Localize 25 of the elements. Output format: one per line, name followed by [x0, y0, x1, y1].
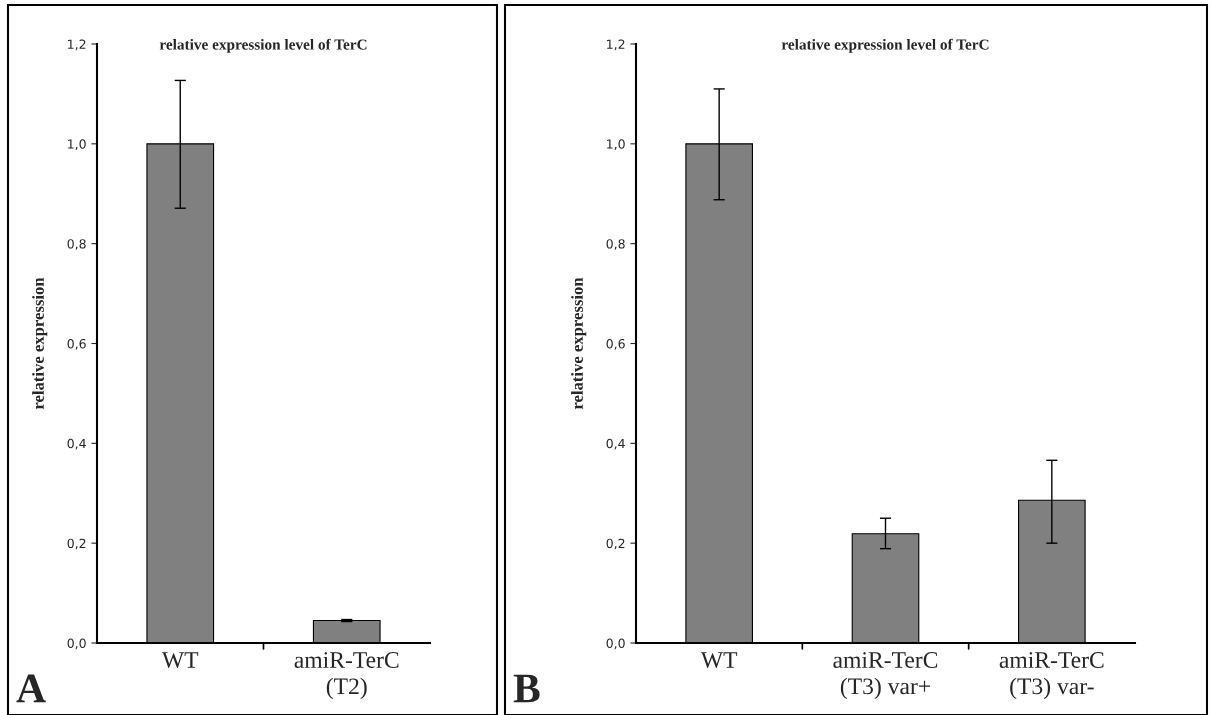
text: A	[16, 674, 46, 703]
chart-title: relative expression level of TerC	[159, 38, 367, 53]
x-tick-label: WT	[700, 652, 738, 669]
y-tick-label: 0,6	[606, 338, 625, 350]
y-tick-label: 0,4	[606, 438, 625, 450]
y-tick-label: 0,2	[606, 538, 625, 550]
x-tick-label: WT	[161, 652, 199, 669]
text: B	[513, 674, 540, 703]
y-tick-label: 0,4	[67, 438, 86, 450]
y-tick-label: 0,0	[67, 638, 86, 650]
chart-title: relative expression level of TerC	[781, 38, 989, 53]
x-tick-label: amiR-TerC (T3) var+	[833, 652, 938, 700]
y-tick-label: 0,6	[67, 338, 86, 350]
x-tick-label: amiR-TerC (T2)	[294, 652, 399, 700]
x-tick-label: amiR-TerC (T3) var-	[999, 652, 1104, 700]
y-tick-label: 1,2	[68, 39, 86, 51]
y-tick-label: 1,0	[68, 139, 86, 151]
y-tick-label: 1,2	[607, 39, 625, 51]
y-tick-label: 0,8	[606, 239, 625, 250]
y-axis-title: relative expression	[32, 277, 48, 410]
y-axis-title: relative expression	[571, 277, 587, 410]
y-tick-label: 0,0	[606, 638, 625, 650]
y-tick-label: 0,2	[67, 538, 86, 550]
y-tick-label: 0,8	[67, 239, 86, 250]
y-tick-label: 1,0	[607, 139, 625, 151]
